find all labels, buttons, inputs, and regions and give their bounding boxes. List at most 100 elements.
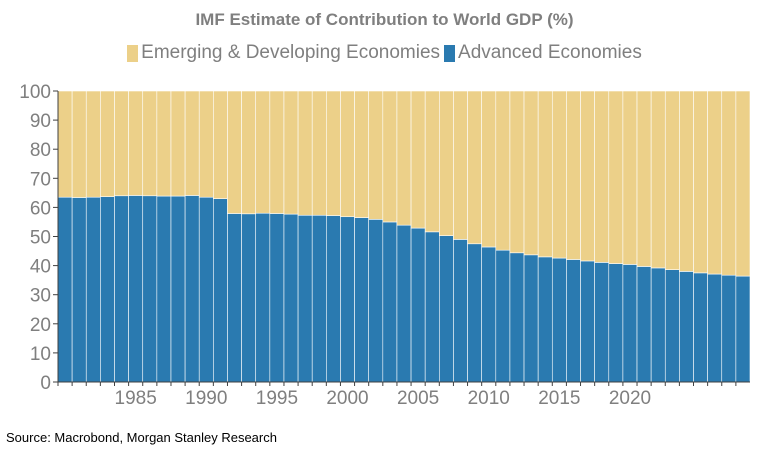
bar-emerging-2008 [453, 90, 468, 240]
y-tick-label-0: 0 [40, 373, 51, 394]
bar-advanced-2010 [481, 246, 497, 383]
bar-emerging-2013 [523, 90, 539, 256]
bar-advanced-2013 [523, 254, 539, 383]
bar-advanced-1995 [269, 213, 285, 383]
x-tick-label-1995: 1995 [256, 388, 298, 409]
bar-emerging-1991 [213, 90, 228, 199]
bar-emerging-2020 [622, 90, 638, 265]
chart-title: IMF Estimate of Contribution to World GD… [195, 10, 574, 29]
bar-emerging-1983 [100, 90, 115, 197]
bar-emerging-1994 [255, 90, 271, 214]
bar-advanced-2026 [707, 273, 723, 383]
bar-emerging-1987 [156, 90, 172, 197]
bar-emerging-2011 [495, 90, 511, 251]
bar-advanced-2027 [721, 274, 737, 383]
bar-advanced-2019 [608, 263, 624, 383]
bar-emerging-2027 [721, 90, 737, 276]
bar-emerging-2018 [594, 90, 610, 263]
legend-swatch-advanced [444, 44, 456, 62]
bar-emerging-2009 [467, 90, 482, 245]
bars-group [57, 90, 751, 383]
bar-emerging-2022 [650, 90, 666, 269]
x-tick-label-1990: 1990 [185, 388, 227, 409]
y-tick-label-100: 100 [19, 82, 51, 103]
bar-advanced-2023 [664, 269, 680, 383]
x-tick-label-2010: 2010 [468, 388, 510, 409]
y-tick-label-60: 60 [30, 198, 51, 219]
bar-advanced-1981 [71, 197, 87, 383]
y-tick-label-90: 90 [30, 111, 51, 132]
bar-emerging-2007 [439, 90, 454, 236]
bar-advanced-1986 [142, 195, 158, 383]
legend-label-advanced: Advanced Economies [458, 42, 642, 63]
bar-emerging-2023 [664, 90, 680, 270]
bar-advanced-1994 [255, 212, 271, 383]
bar-emerging-2012 [509, 90, 525, 254]
bar-advanced-2021 [636, 266, 652, 383]
bar-emerging-2004 [396, 90, 412, 226]
bar-emerging-2002 [368, 90, 384, 220]
bar-advanced-1984 [114, 195, 129, 383]
bar-emerging-1995 [269, 90, 285, 214]
bar-emerging-1993 [241, 90, 257, 215]
bar-advanced-1987 [156, 195, 172, 383]
bar-emerging-2017 [580, 90, 595, 262]
y-tick-label-30: 30 [30, 286, 51, 307]
bar-emerging-1996 [283, 90, 299, 215]
legend-item-emerging: Emerging & Developing Economies [127, 42, 440, 64]
x-tick-label-1985: 1985 [115, 388, 157, 409]
bar-advanced-1985 [128, 195, 144, 383]
bar-advanced-2005 [410, 227, 426, 383]
source-note: Source: Macrobond, Morgan Stanley Resear… [6, 430, 277, 445]
bar-advanced-1988 [170, 195, 186, 383]
bar-advanced-1999 [326, 215, 341, 383]
x-tick-label-2015: 2015 [538, 388, 580, 409]
axes-group: 0 10 20 30 40 50 60 70 80 90 100 1985 1990 1995 2000 20… [19, 82, 750, 409]
bar-advanced-2009 [467, 243, 482, 383]
bar-emerging-2024 [679, 90, 694, 272]
bar-emerging-1998 [311, 90, 327, 216]
bar-advanced-1982 [85, 196, 101, 383]
bar-emerging-2003 [382, 90, 398, 223]
bar-advanced-1996 [283, 213, 299, 383]
bar-emerging-2005 [410, 90, 426, 229]
bar-advanced-2018 [594, 262, 610, 383]
bar-advanced-2008 [453, 239, 468, 383]
bar-emerging-2016 [566, 90, 581, 260]
bar-advanced-1997 [297, 214, 313, 383]
bar-emerging-1980 [57, 90, 73, 198]
bar-advanced-1992 [227, 213, 242, 383]
bar-emerging-2026 [707, 90, 723, 275]
legend: Emerging & Developing Economies Advanced… [0, 42, 769, 64]
bar-emerging-2010 [481, 90, 497, 248]
bar-advanced-2020 [622, 264, 638, 383]
bar-emerging-1986 [142, 90, 158, 197]
bar-emerging-1984 [114, 90, 129, 197]
y-tick-label-50: 50 [30, 228, 51, 249]
bar-emerging-1989 [184, 90, 200, 196]
bar-emerging-2014 [537, 90, 553, 258]
bar-emerging-1992 [227, 90, 242, 214]
x-tick-label-2000: 2000 [326, 388, 368, 409]
bar-advanced-1989 [184, 195, 200, 383]
y-tick-label-20: 20 [30, 315, 51, 336]
bar-advanced-2001 [354, 217, 369, 383]
bar-emerging-2025 [693, 90, 708, 274]
legend-item-advanced: Advanced Economies [444, 42, 642, 64]
bar-advanced-2003 [382, 221, 398, 383]
bar-advanced-1998 [311, 214, 327, 383]
bar-advanced-2007 [439, 235, 454, 383]
y-tick-label-80: 80 [30, 140, 51, 161]
legend-swatch-emerging [127, 44, 139, 62]
bar-emerging-1985 [128, 90, 144, 196]
bar-emerging-1997 [297, 90, 313, 216]
bar-advanced-2012 [509, 252, 525, 383]
bar-advanced-1980 [57, 196, 73, 383]
bar-advanced-2028 [735, 275, 751, 383]
bar-advanced-1993 [241, 213, 257, 383]
bar-advanced-2024 [679, 271, 694, 383]
bar-emerging-1982 [85, 90, 101, 198]
bar-advanced-2002 [368, 219, 384, 383]
bar-emerging-2019 [608, 90, 624, 264]
